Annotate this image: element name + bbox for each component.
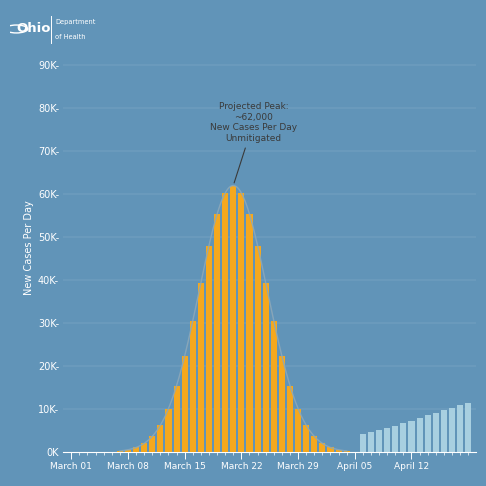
Text: of Health: of Health — [55, 34, 86, 40]
Bar — [174, 385, 180, 452]
Bar — [425, 416, 431, 452]
Bar — [360, 434, 366, 452]
Bar — [141, 443, 147, 452]
Bar — [182, 356, 188, 452]
Text: Projected Peak:
~62,000
New Cases Per Day
Unmitigated: Projected Peak: ~62,000 New Cases Per Da… — [210, 103, 297, 183]
Bar — [157, 425, 163, 452]
Bar — [190, 321, 196, 452]
Bar — [295, 409, 301, 452]
Bar — [433, 413, 439, 452]
Y-axis label: New Cases Per Day: New Cases Per Day — [24, 201, 34, 295]
Text: Ohio: Ohio — [17, 22, 51, 35]
Bar — [303, 425, 309, 452]
Text: Department: Department — [55, 19, 96, 25]
Bar — [457, 405, 463, 452]
Bar — [344, 451, 350, 452]
Bar — [376, 430, 382, 452]
Bar — [319, 443, 326, 452]
Bar — [149, 436, 156, 452]
Bar — [165, 409, 172, 452]
Bar — [271, 321, 277, 452]
Bar — [408, 421, 415, 452]
Bar — [125, 450, 131, 452]
Bar — [417, 418, 423, 452]
Bar — [230, 186, 236, 452]
Bar — [214, 214, 220, 452]
Bar — [206, 245, 212, 452]
Bar — [133, 448, 139, 452]
Bar — [117, 451, 123, 452]
Bar — [311, 436, 317, 452]
Bar — [279, 356, 285, 452]
Bar — [368, 433, 374, 452]
Bar — [441, 410, 447, 452]
Bar — [262, 283, 269, 452]
Bar — [238, 193, 244, 452]
Bar — [246, 214, 253, 452]
Bar — [328, 448, 333, 452]
Bar — [335, 450, 342, 452]
Bar — [198, 283, 204, 452]
Bar — [287, 385, 293, 452]
Bar — [449, 408, 455, 452]
Bar — [400, 423, 406, 452]
Bar — [465, 403, 471, 452]
Bar — [384, 428, 390, 452]
Bar — [392, 426, 399, 452]
Bar — [222, 193, 228, 452]
Bar — [255, 245, 260, 452]
